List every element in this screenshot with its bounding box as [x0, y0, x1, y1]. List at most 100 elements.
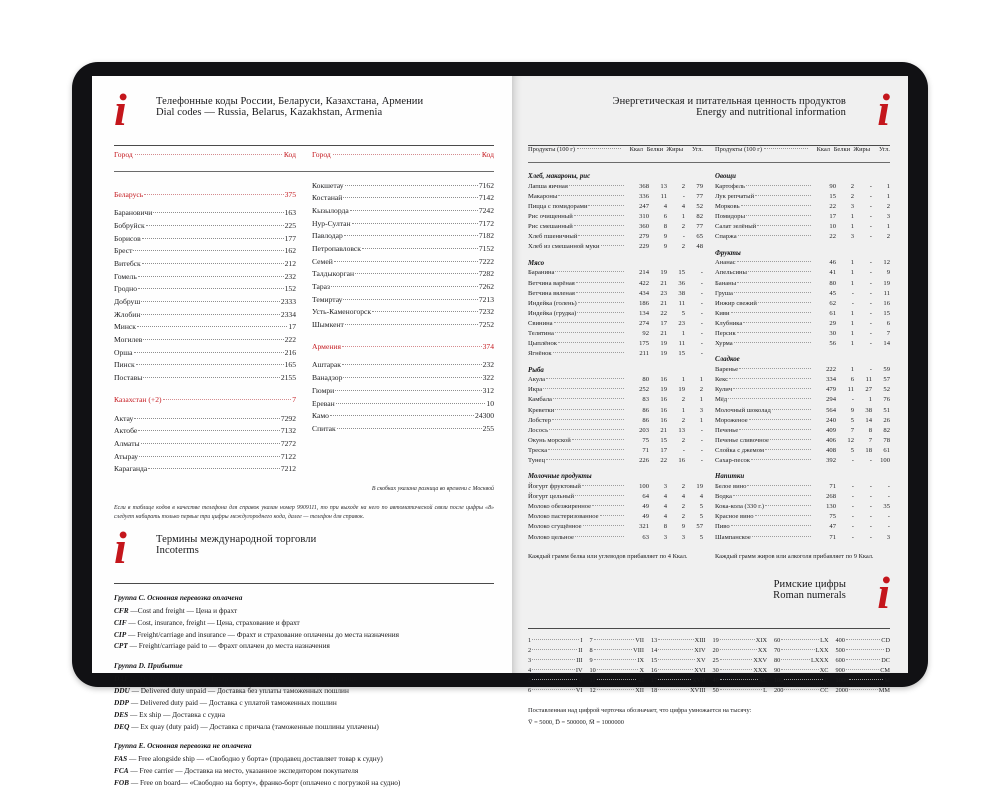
- roman-row: 600 DC: [836, 656, 891, 666]
- kcal-value: 175: [639, 340, 649, 348]
- city-name: Могилев: [114, 335, 143, 345]
- product-name: Пиво: [715, 523, 730, 531]
- city-name: Поставы: [114, 373, 143, 383]
- kcal-value: 80: [829, 279, 836, 287]
- carbs-value: 5: [699, 503, 703, 511]
- carbs-value: -: [700, 299, 703, 307]
- product-name: Шампанское: [715, 533, 751, 541]
- roman-number: VIII: [633, 647, 644, 655]
- kcal-value: 408: [826, 446, 836, 454]
- protein-value: 9: [663, 243, 667, 251]
- fat-value: 18: [865, 446, 872, 454]
- protein-value: 19: [660, 386, 667, 394]
- carbs-value: 82: [696, 213, 703, 221]
- nutrition-rule-mid: [528, 162, 890, 163]
- city-row: Талдыкорган 7282: [312, 268, 494, 281]
- fat-value: 1: [681, 376, 685, 384]
- roman-row: 20 XX: [713, 646, 768, 656]
- product-name: Слойка с джемом: [715, 446, 765, 454]
- dial-code: 10: [486, 398, 494, 408]
- nutrition-row: Индейка (грудка) 134 22 5 -: [528, 309, 703, 319]
- incoterm-row: DAF — Delivered at frontier — Товар дост…: [114, 673, 494, 685]
- kcal-value: 49: [642, 503, 649, 511]
- kcal-value: 279: [639, 233, 649, 241]
- kcal-value: 47: [829, 523, 836, 531]
- nutrition-row: Молоко сгущённое 321 8 9 57: [528, 523, 703, 533]
- kcal-value: 90: [829, 182, 836, 190]
- nutrition-row: Пицца с помидорами 247 4 4 52: [528, 202, 703, 212]
- incoterm-code: CIP: [114, 629, 127, 639]
- carbs-value: 15: [883, 309, 890, 317]
- nutrition-header-protein: Белки: [833, 146, 850, 153]
- incoterm-row: FOB — Free on board— «Свободно на борту»…: [114, 777, 494, 789]
- fat-value: 15: [678, 269, 685, 277]
- leader-dots: [575, 281, 624, 283]
- nutrition-row: Лапша яичная 368 13 2 79: [528, 182, 703, 192]
- dial-code: 24300: [475, 411, 494, 421]
- carbs-value: 51: [883, 406, 890, 414]
- roman-number: I: [580, 637, 583, 645]
- incoterms-heading: i Термины международной торговли Incoter…: [114, 525, 494, 574]
- kcal-value: 71: [829, 483, 836, 491]
- carbs-value: 48: [696, 243, 703, 251]
- dial-rule-mid: [114, 171, 494, 172]
- incoterm-row: CPT — Freight/carriage paid to — Фрахт о…: [114, 640, 494, 652]
- leader-dots: [138, 430, 280, 432]
- leader-dots: [336, 427, 482, 429]
- kcal-value: 80: [642, 376, 649, 384]
- product-name: Лук репчатый: [715, 192, 755, 200]
- roman-number: LXXX: [811, 657, 829, 664]
- nutrition-row: Красное вино 75 - - -: [715, 513, 890, 523]
- nutrition-row: Печенье 409 7 8 82: [715, 426, 890, 436]
- kcal-value: 564: [826, 406, 836, 414]
- protein-value: 2: [850, 182, 854, 190]
- leader-dots: [138, 288, 284, 290]
- leader-dots: [135, 364, 284, 366]
- protein-value: 16: [660, 406, 667, 414]
- nutrition-row: Окунь морской 75 15 2 -: [528, 436, 703, 446]
- leader-dots: [136, 326, 288, 328]
- roman-numerals-table: 1 I 2 II 3 III 4 IV 5 V 6 VI 7 VII 8 VIII 9 IX 10 X 11 XI 12 XI…: [528, 636, 890, 696]
- nutrition-row: Акула 80 16 1 1: [528, 376, 703, 386]
- product-name: Камбала: [528, 396, 552, 404]
- leader-dots: [349, 209, 478, 211]
- dial-title-en: Dial codes — Russia, Belarus, Kazakhstan…: [156, 107, 383, 118]
- protein-value: 1: [850, 340, 854, 348]
- leader-dots: [845, 639, 881, 641]
- nutrition-row: Баранина 214 19 15 -: [528, 269, 703, 279]
- dial-code: 7142: [478, 193, 494, 203]
- incoterm-desc: — Freight/carriage paid to — Фрахт оплач…: [127, 641, 330, 651]
- arabic-number: 90: [774, 666, 781, 674]
- leader-dots: [658, 659, 696, 660]
- nutrition-section-title: Сладкое: [715, 356, 740, 364]
- product-name: Белое вино: [715, 483, 747, 491]
- screenshot-root: i Телефонные коды России, Беларуси, Каза…: [72, 62, 928, 787]
- leader-dots: [573, 225, 624, 227]
- fat-value: -: [869, 223, 872, 231]
- city-name: Борисов: [114, 233, 141, 243]
- carbs-value: 3: [886, 213, 890, 221]
- city-row: Атырау 7122: [114, 450, 296, 463]
- city-name: Темиртау: [312, 294, 343, 304]
- nutrition-header-kcal: Ккал: [629, 146, 643, 153]
- fat-value: 2: [681, 513, 685, 521]
- leader-dots: [577, 301, 624, 303]
- fat-value: -: [869, 269, 872, 277]
- fat-value: -: [869, 279, 872, 287]
- city-row: Добруш 2333: [114, 296, 296, 309]
- roman-row: 4 IV: [528, 666, 583, 676]
- roman-row: 400 CD: [836, 636, 891, 646]
- product-name: Апельсины: [715, 269, 747, 277]
- city-row: Павлодар 7182: [312, 230, 494, 243]
- city-name: Гродно: [114, 284, 138, 294]
- incoterms-rule: [114, 583, 494, 585]
- leader-dots: [757, 225, 811, 227]
- fat-value: 4: [681, 202, 685, 210]
- carbs-value: -: [700, 457, 703, 464]
- kcal-value: 49: [642, 513, 649, 521]
- list-gap: [114, 384, 296, 393]
- nutrition-row: Сахар-песок 392 - - 100: [715, 456, 890, 466]
- incoterm-row: DDP — Delivered duty paid — Доставка с у…: [114, 697, 494, 709]
- country-row: Казахстан (+2) 7: [114, 393, 296, 406]
- dial-code: 374: [482, 341, 494, 351]
